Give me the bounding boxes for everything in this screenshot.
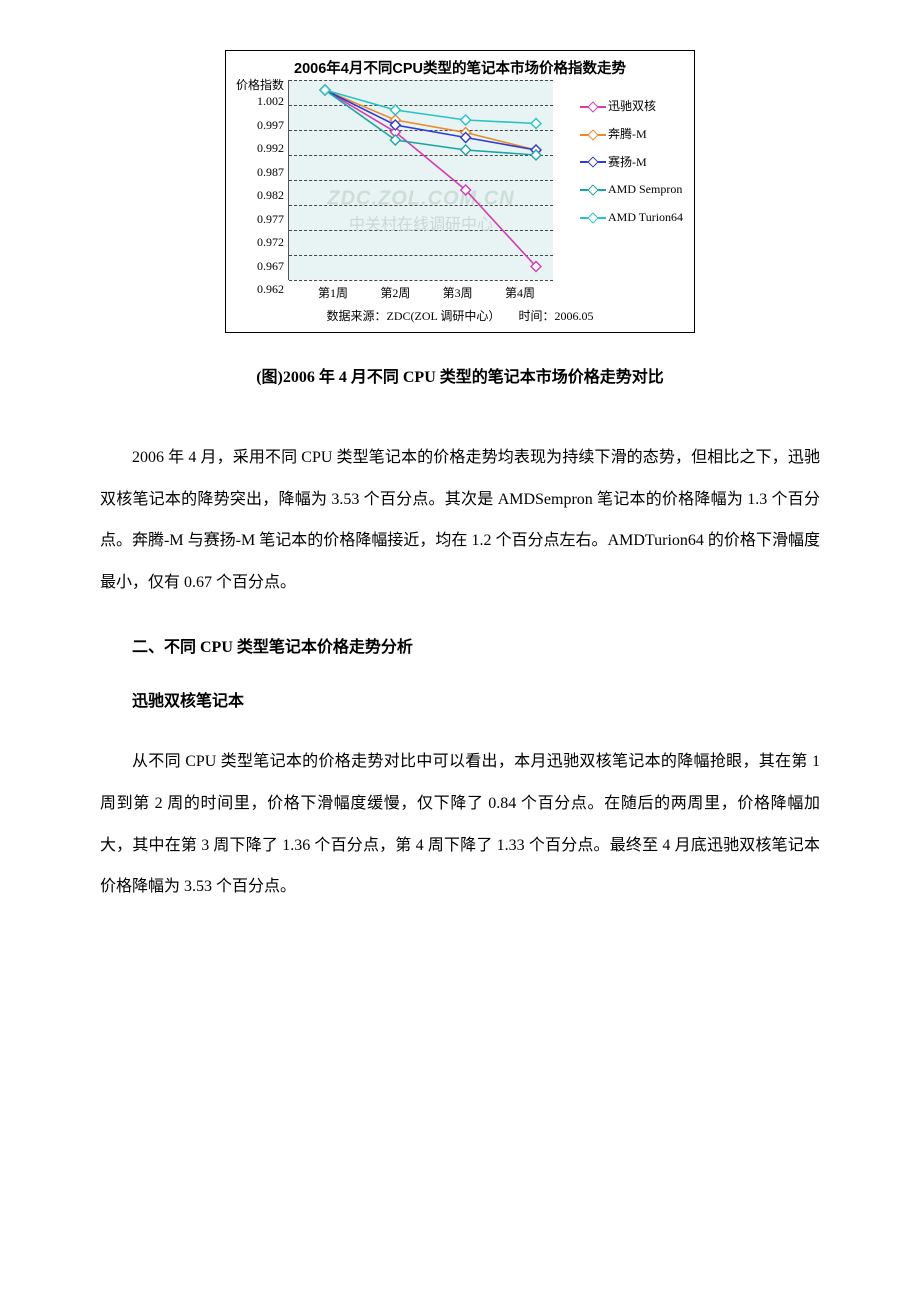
y-tick: 0.967 — [257, 260, 284, 272]
chart-container: 2006年4月不同CPU类型的笔记本市场价格指数走势 价格指数 1.002 0.9… — [100, 50, 820, 333]
figure-caption: (图)2006 年 4 月不同 CPU 类型的笔记本市场价格走势对比 — [100, 363, 820, 387]
chart-title: 2006年4月不同CPU类型的笔记本市场价格指数走势 — [236, 57, 684, 78]
legend-label: AMD Turion64 — [608, 211, 683, 225]
grid-line — [289, 280, 553, 281]
chart-box: 2006年4月不同CPU类型的笔记本市场价格指数走势 价格指数 1.002 0.9… — [225, 50, 695, 333]
legend-swatch — [580, 213, 606, 223]
legend-swatch — [580, 185, 606, 195]
legend-item: 赛扬-M — [580, 156, 684, 170]
legend-label: AMD Sempron — [608, 183, 682, 197]
series-line — [325, 90, 536, 124]
y-tick: 0.997 — [257, 119, 284, 131]
legend-item: 迅驰双核 — [580, 100, 684, 114]
chart-legend: 迅驰双核奔腾-M 赛扬-M AMD Sempron AMD Turion64 — [574, 80, 684, 225]
plot-column: ZDC.ZOL.COM.CN 中关村在线调研中心 第1周 第2周 第3周 第4周 — [284, 80, 574, 301]
y-tick: 0.992 — [257, 142, 284, 154]
x-tick: 第2周 — [380, 284, 410, 301]
section-heading-2: 二、不同 CPU 类型笔记本价格走势分析 — [100, 633, 820, 657]
y-ticks: 1.002 0.997 0.992 0.987 0.982 0.977 0.972 0.967… — [257, 95, 284, 295]
plot-area: ZDC.ZOL.COM.CN 中关村在线调研中心 — [288, 80, 553, 280]
series-line — [325, 90, 536, 267]
series-marker — [531, 119, 541, 129]
chart-inner: 价格指数 1.0020.9970.9920.9870.9820.9770.972… — [236, 80, 684, 301]
series-marker — [461, 145, 471, 155]
legend-swatch — [580, 102, 606, 112]
legend-swatch — [580, 157, 606, 167]
y-tick: 0.962 — [257, 283, 284, 295]
series-marker — [390, 105, 400, 115]
legend-swatch — [580, 130, 606, 140]
x-tick: 第4周 — [505, 284, 535, 301]
chart-footer: 数据来源：ZDC(ZOL 调研中心） 时间：2006.05 — [236, 307, 684, 324]
legend-item: 奔腾-M — [580, 128, 684, 142]
y-tick: 1.002 — [257, 95, 284, 107]
legend-label: 迅驰双核 — [608, 100, 656, 114]
legend-item: AMD Sempron — [580, 183, 684, 197]
footer-time: 时间：2006.05 — [518, 309, 593, 323]
x-tick: 第3周 — [443, 284, 473, 301]
footer-source: 数据来源：ZDC(ZOL 调研中心） — [327, 309, 501, 323]
x-axis: 第1周 第2周 第3周 第4周 — [288, 280, 553, 301]
subsection-heading-1: 迅驰双核笔记本 — [100, 687, 820, 711]
legend-label: 赛扬-M — [608, 156, 647, 170]
y-tick: 0.987 — [257, 166, 284, 178]
y-tick: 0.977 — [257, 213, 284, 225]
paragraph-1: 2006 年 4 月，采用不同 CPU 类型笔记本的价格走势均表现为持续下滑的态… — [100, 437, 820, 603]
y-tick: 0.982 — [257, 189, 284, 201]
legend-item: AMD Turion64 — [580, 211, 684, 225]
chart-lines-svg — [289, 80, 554, 280]
series-marker — [320, 85, 330, 95]
series-marker — [390, 135, 400, 145]
y-axis-label: 价格指数 — [236, 76, 284, 93]
y-axis-column: 价格指数 1.002 0.997 0.992 0.987 0.982 0.977 0.972… — [236, 76, 284, 295]
paragraph-2: 从不同 CPU 类型笔记本的价格走势对比中可以看出，本月迅驰双核笔记本的降幅抢眼… — [100, 741, 820, 907]
legend-label: 奔腾-M — [608, 128, 647, 142]
x-tick: 第1周 — [318, 284, 348, 301]
series-marker — [461, 115, 471, 125]
y-tick: 0.972 — [257, 236, 284, 248]
